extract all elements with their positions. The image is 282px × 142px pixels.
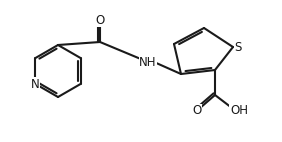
Text: OH: OH <box>230 105 248 117</box>
Text: NH: NH <box>139 56 157 68</box>
Text: S: S <box>234 40 242 54</box>
Text: O: O <box>95 13 105 27</box>
Text: O: O <box>192 105 202 117</box>
Text: N: N <box>31 78 40 90</box>
